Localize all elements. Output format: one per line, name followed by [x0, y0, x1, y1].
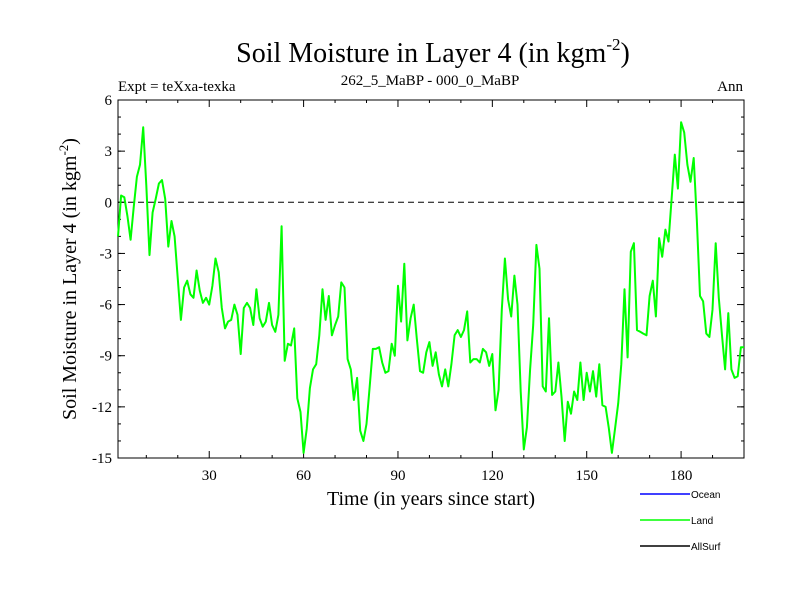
chart-title: Soil Moisture in Layer 4 (in kgm-2)	[236, 35, 630, 69]
y-tick-label: -3	[100, 246, 113, 262]
y-tick-label: -9	[100, 349, 113, 365]
x-tick-label: 30	[202, 468, 217, 484]
x-axis-label: Time (in years since start)	[327, 488, 535, 510]
x-tick-label: 60	[296, 468, 311, 484]
y-tick-label: -15	[92, 451, 112, 467]
legend-label-land: Land	[691, 516, 713, 527]
subtitle-center: 262_5_MaBP - 000_0_MaBP	[341, 73, 520, 89]
x-tick-label: 120	[481, 468, 504, 484]
y-axis: 6 3 0 -3 -6 -9 -12 -15	[92, 93, 744, 467]
x-axis: 30 60 90 120 150 180	[145, 100, 745, 484]
series-line-land	[117, 121, 744, 454]
y-tick-label: 6	[105, 93, 113, 109]
subtitle-left: Expt = teXxa-texka	[118, 79, 236, 95]
y-tick-label: -6	[100, 298, 113, 314]
legend: Ocean Land AllSurf	[640, 490, 721, 553]
legend-label-allsurf: AllSurf	[691, 542, 721, 553]
legend-label-ocean: Ocean	[691, 490, 720, 501]
y-axis-label: Soil Moisture in Layer 4 (in kgm-2)	[56, 138, 81, 420]
subtitle-right: Ann	[717, 79, 743, 95]
x-tick-label: 90	[390, 468, 405, 484]
x-tick-label: 150	[575, 468, 598, 484]
y-tick-label: 3	[105, 144, 113, 160]
x-tick-label: 180	[670, 468, 693, 484]
plot-frame	[117, 99, 745, 459]
y-tick-label: -12	[92, 400, 112, 416]
y-tick-label: 0	[105, 195, 113, 211]
